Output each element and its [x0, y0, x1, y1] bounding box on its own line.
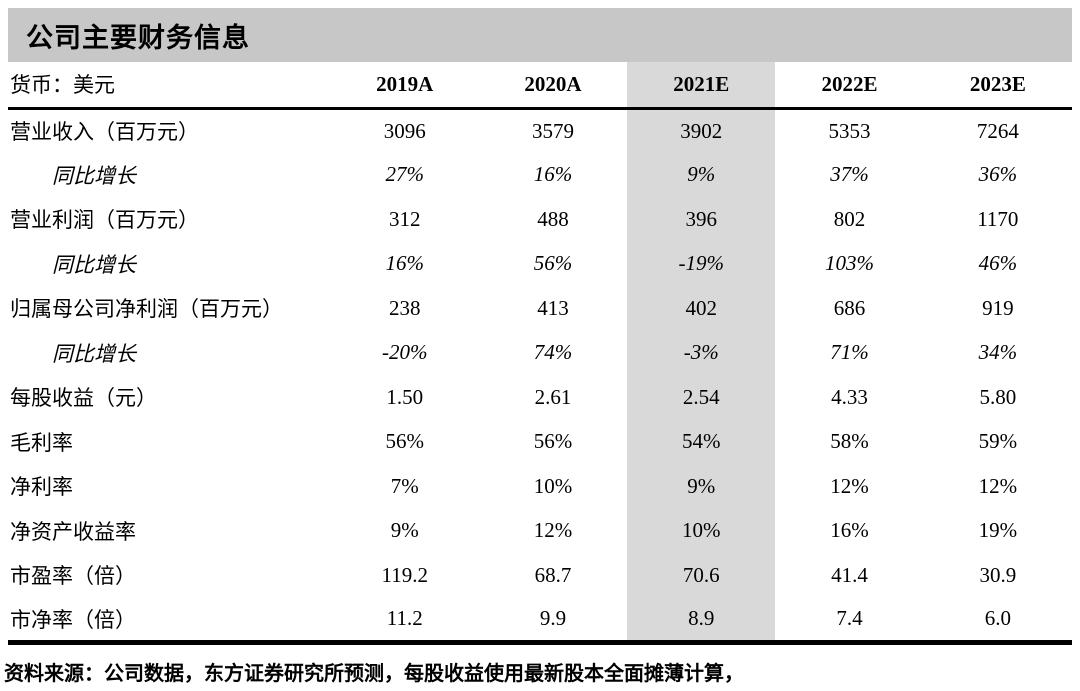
row-label: 净利率: [10, 475, 73, 500]
value-cell: 3902: [627, 108, 776, 153]
value-cell: 488: [537, 206, 569, 231]
value-cell: 9%: [627, 464, 776, 509]
value-cell: -20%: [381, 340, 428, 365]
row-label: 每股收益（元）: [10, 386, 157, 411]
value-cell: 19%: [978, 518, 1018, 543]
value-cell: 919: [982, 295, 1014, 320]
value-cell: 4.33: [831, 384, 868, 409]
value-cell: 1170: [977, 206, 1019, 231]
table-row: 市盈率（倍） 119.2 68.7 70.6 41.4 30.9: [8, 553, 1072, 598]
value-cell: 802: [833, 206, 866, 231]
value-cell: 8.9: [627, 597, 776, 645]
row-label: 市盈率（倍）: [10, 564, 136, 589]
value-cell: 59%: [978, 429, 1018, 454]
value-cell: 9.9: [478, 597, 628, 645]
value-cell: 103%: [825, 251, 875, 276]
value-cell: 36%: [978, 162, 1018, 187]
value-cell: 3579: [531, 118, 574, 143]
table-row: 归属母公司净利润（百万元） 238 413 402 686 919: [8, 286, 1072, 331]
source-note: 资料来源：公司数据，东方证券研究所预测，每股收益使用最新股本全面摊薄计算，: [4, 663, 744, 685]
value-cell: 56%: [533, 251, 573, 276]
row-label: 净资产收益率: [10, 519, 136, 544]
value-cell: 1.50: [386, 384, 424, 409]
value-cell: 5353: [828, 118, 871, 143]
value-cell: 30.9: [979, 562, 1017, 587]
row-label: 毛利率: [10, 430, 73, 455]
value-cell: 6.0: [923, 597, 1072, 645]
value-cell: 16%: [385, 251, 424, 276]
value-cell: 74%: [533, 340, 573, 365]
value-cell: 12%: [978, 473, 1018, 498]
row-label: 市净率（倍）: [8, 597, 331, 645]
table-title-bar: 公司主要财务信息: [8, 8, 1072, 62]
value-cell: 7%: [390, 473, 419, 498]
table-row: 毛利率 56% 56% 54% 58% 59%: [8, 419, 1072, 464]
value-cell: 9%: [390, 518, 419, 543]
row-label: 营业利润（百万元）: [10, 208, 199, 233]
value-cell: 7.4: [775, 597, 924, 645]
value-cell: 238: [388, 295, 421, 320]
table-row: 净资产收益率 9% 12% 10% 16% 19%: [8, 508, 1072, 553]
value-cell: 402: [627, 286, 776, 331]
value-cell: 10%: [627, 508, 776, 553]
value-cell: 396: [627, 197, 776, 242]
header-row: 货币：美元 2019A 2020A 2021E 2022E 2023E: [8, 62, 1072, 110]
value-cell: 70.6: [627, 553, 776, 598]
table-row: 市净率（倍） 11.2 9.9 8.9 7.4 6.0: [8, 597, 1072, 645]
value-cell: 119.2: [381, 562, 428, 587]
value-cell: 41.4: [831, 562, 868, 587]
value-cell: 10%: [533, 473, 573, 498]
value-cell: 56%: [385, 429, 424, 454]
value-cell: 34%: [978, 340, 1018, 365]
value-cell: -19%: [627, 241, 776, 286]
value-cell: 46%: [978, 251, 1018, 276]
financial-summary-table: 货币：美元 2019A 2020A 2021E 2022E 2023E 营业收入…: [8, 62, 1072, 645]
value-cell: 68.7: [534, 562, 572, 587]
table-row: 营业利润（百万元） 312 488 396 802 1170: [8, 197, 1072, 242]
value-cell: -3%: [627, 330, 776, 375]
year-header-2022e: 2022E: [775, 62, 924, 110]
table-row: 营业收入（百万元） 3096 3579 3902 5353 7264: [8, 108, 1072, 153]
year-header-2023e: 2023E: [923, 62, 1072, 110]
table-row: 同比增长 -20% 74% -3% 71% 34%: [8, 330, 1072, 375]
value-cell: 9%: [627, 152, 776, 197]
table-row: 同比增长 16% 56% -19% 103% 46%: [8, 241, 1072, 286]
value-cell: 12%: [533, 518, 573, 543]
value-cell: 58%: [830, 429, 869, 454]
value-cell: 71%: [830, 340, 869, 365]
value-cell: 413: [537, 295, 569, 320]
value-cell: 16%: [830, 518, 869, 543]
value-cell: 56%: [533, 429, 573, 454]
row-label: 同比增长: [52, 163, 136, 188]
row-label: 同比增长: [52, 252, 136, 277]
value-cell: 2.61: [534, 384, 572, 409]
value-cell: 312: [388, 206, 421, 231]
value-cell: 27%: [385, 162, 424, 187]
row-label: 归属母公司净利润（百万元）: [10, 297, 283, 322]
value-cell: 11.2: [330, 597, 479, 645]
page-title: 公司主要财务信息: [26, 22, 250, 53]
year-header-2021e: 2021E: [627, 62, 776, 110]
value-cell: 54%: [627, 419, 776, 464]
value-cell: 7264: [976, 118, 1019, 143]
value-cell: 12%: [830, 473, 869, 498]
table-row: 净利率 7% 10% 9% 12% 12%: [8, 464, 1072, 509]
row-label: 营业收入（百万元）: [10, 120, 199, 144]
value-cell: 686: [833, 295, 866, 320]
year-header-2020a: 2020A: [478, 62, 628, 110]
value-cell: 37%: [830, 162, 869, 187]
row-label: 同比增长: [52, 341, 136, 366]
value-cell: 5.80: [979, 384, 1017, 409]
currency-header: 货币：美元: [8, 62, 331, 110]
year-header-2019a: 2019A: [330, 62, 479, 110]
value-cell: 16%: [533, 162, 573, 187]
value-cell: 2.54: [627, 375, 776, 420]
value-cell: 3096: [383, 118, 426, 143]
table-row: 每股收益（元） 1.50 2.61 2.54 4.33 5.80: [8, 375, 1072, 420]
table-row: 同比增长 27% 16% 9% 37% 36%: [8, 152, 1072, 197]
